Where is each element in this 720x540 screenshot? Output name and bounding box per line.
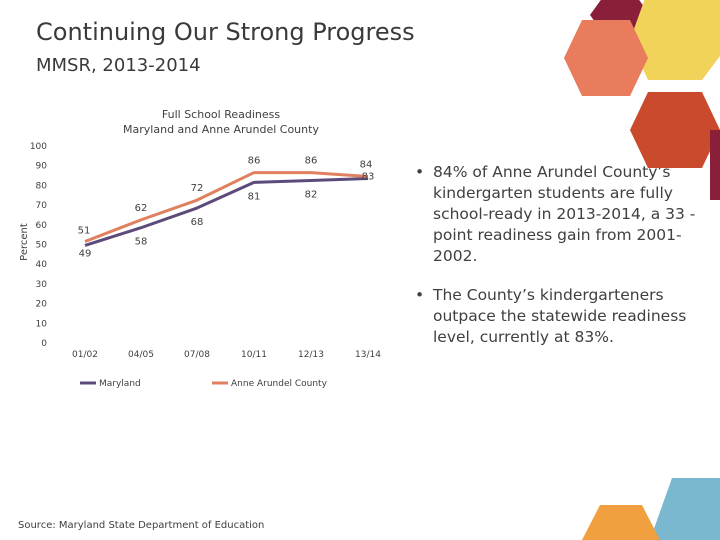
- y-tick-label: 60: [36, 221, 48, 231]
- finding-bullet: 84% of Anne Arundel County’s kindergarte…: [415, 162, 700, 267]
- data-label: 84: [360, 160, 373, 171]
- data-label: 51: [78, 226, 91, 237]
- legend-label: Anne Arundel County: [231, 379, 328, 389]
- y-axis-label: Percent: [19, 223, 30, 261]
- y-tick-label: 70: [36, 201, 48, 211]
- data-label: 83: [362, 171, 375, 182]
- y-tick-label: 30: [36, 280, 48, 290]
- decorative-hexagon: [630, 92, 720, 168]
- data-label: 58: [135, 237, 148, 248]
- series-line-maryland: [84, 176, 369, 247]
- y-tick-label: 20: [36, 300, 48, 310]
- data-label: 81: [248, 191, 261, 202]
- decorative-hexagon: [630, 0, 720, 80]
- readiness-line-chart: Full School Readiness Maryland and Anne …: [19, 108, 381, 389]
- decorative-hexagon: [582, 505, 660, 540]
- y-tick-label: 50: [36, 241, 48, 251]
- chart-subtitle: Maryland and Anne Arundel County: [123, 123, 319, 136]
- legend-label: Maryland: [99, 379, 141, 389]
- slide-subtitle: MMSR, 2013-2014: [36, 55, 201, 76]
- decorative-hexagon: [564, 20, 648, 96]
- finding-bullet: The County’s kindergarteners outpace the…: [415, 285, 700, 348]
- data-label: 86: [305, 156, 318, 167]
- series-line-anne-arundel: [84, 171, 369, 243]
- x-tick-label: 04/05: [128, 350, 154, 360]
- x-tick-label: 01/02: [72, 350, 98, 360]
- x-tick-label: 13/14: [355, 350, 381, 360]
- source-note: Source: Maryland State Department of Edu…: [18, 520, 265, 531]
- decorative-hexagon: [650, 478, 720, 540]
- data-label: 86: [248, 156, 261, 167]
- x-tick-label: 07/08: [184, 350, 210, 360]
- y-tick-label: 90: [36, 162, 48, 172]
- key-findings: 84% of Anne Arundel County’s kindergarte…: [415, 162, 700, 348]
- y-tick-label: 80: [36, 181, 48, 191]
- data-label: 62: [135, 203, 148, 214]
- data-label: 82: [305, 189, 318, 200]
- y-tick-label: 40: [36, 260, 48, 270]
- slide-title: Continuing Our Strong Progress: [36, 18, 415, 46]
- x-tick-label: 12/13: [298, 350, 324, 360]
- decorative-hexagon: [710, 130, 720, 200]
- y-tick-label: 10: [36, 319, 48, 329]
- data-label: 49: [79, 248, 92, 259]
- y-tick-label: 0: [41, 339, 47, 349]
- chart-title: Full School Readiness: [162, 108, 280, 121]
- decorative-hexagon-pattern: [564, 0, 720, 540]
- x-tick-label: 10/11: [241, 350, 267, 360]
- data-label: 72: [191, 183, 204, 194]
- data-label: 68: [191, 217, 204, 228]
- y-tick-label: 100: [30, 142, 47, 152]
